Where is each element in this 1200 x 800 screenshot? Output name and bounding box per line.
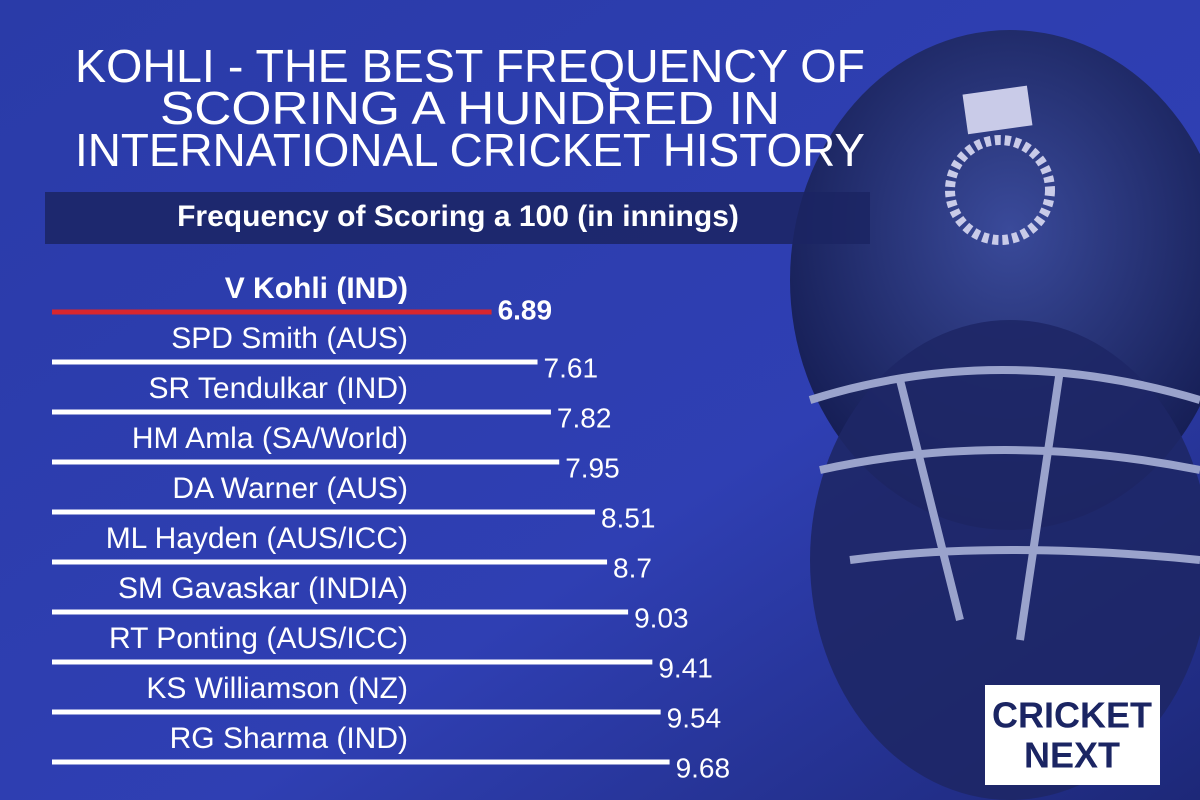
value-label: 7.82 xyxy=(557,402,612,433)
value-label: 6.89 xyxy=(498,294,553,325)
player-image xyxy=(790,30,1200,800)
category-label: SR Tendulkar (IND) xyxy=(148,372,408,405)
value-label: 9.54 xyxy=(667,702,722,733)
category-label: SM Gavaskar (INDIA) xyxy=(118,572,408,605)
category-label: RT Ponting (AUS/ICC) xyxy=(109,622,408,655)
category-label: SPD Smith (AUS) xyxy=(171,322,408,355)
subtitle-band xyxy=(45,192,870,244)
logo-text: NEXT xyxy=(1024,735,1120,776)
value-label: 9.68 xyxy=(676,752,731,783)
value-label: 7.95 xyxy=(565,452,620,483)
category-label: DA Warner (AUS) xyxy=(172,472,408,505)
category-label: KS Williamson (NZ) xyxy=(146,672,408,705)
value-label: 8.51 xyxy=(601,502,656,533)
value-label: 7.61 xyxy=(544,352,599,383)
category-label: HM Amla (SA/World) xyxy=(132,422,408,455)
value-label: 8.7 xyxy=(613,552,652,583)
value-label: 9.41 xyxy=(658,652,713,683)
subtitle: Frequency of Scoring a 100 (in innings) xyxy=(177,200,739,233)
category-label: V Kohli (IND) xyxy=(225,272,408,305)
logo-text: CRICKET xyxy=(992,695,1152,736)
chart-title: KOHLI - THE BEST FREQUENCY OF xyxy=(75,40,865,92)
value-label: 9.03 xyxy=(634,602,689,633)
chart-title: INTERNATIONAL CRICKET HISTORY xyxy=(75,124,865,176)
chart-title: SCORING A HUNDRED IN xyxy=(160,82,780,134)
logo-box xyxy=(985,685,1160,785)
category-label: RG Sharma (IND) xyxy=(170,722,408,755)
category-label: ML Hayden (AUS/ICC) xyxy=(106,522,408,555)
